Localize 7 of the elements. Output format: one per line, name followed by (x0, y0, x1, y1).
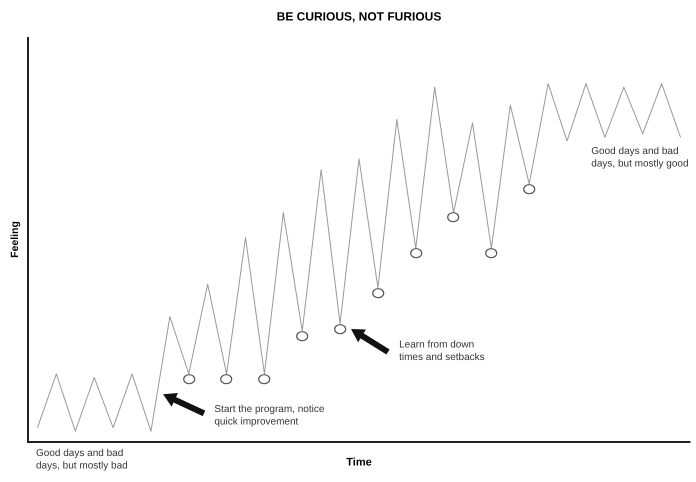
y-axis-title: Feeling (8, 221, 21, 258)
annotation: Good days and bad days, but mostly good (591, 146, 689, 170)
annotation: Learn from down times and setbacks (399, 339, 485, 363)
text: Good days and bad days, but mostly bad (36, 448, 128, 472)
x-axis-title: Time (346, 456, 372, 468)
chart-title: BE CURIOUS, NOT FURIOUS (276, 10, 442, 24)
annotation: Start the program, notice quick improvement (214, 404, 325, 428)
